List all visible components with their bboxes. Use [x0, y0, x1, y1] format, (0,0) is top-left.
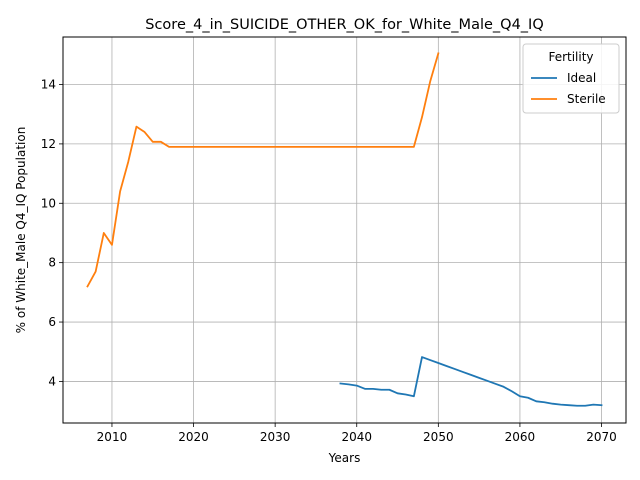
chart-title: Score_4_in_SUICIDE_OTHER_OK_for_White_Ma… [145, 17, 543, 33]
x-tick-label: 2070 [586, 430, 617, 444]
y-tick-label: 4 [48, 374, 56, 388]
x-tick-label: 2020 [178, 430, 209, 444]
legend-box [522, 43, 620, 114]
y-tick-label: 8 [48, 256, 56, 270]
legend-label-sterile: Sterile [567, 92, 606, 106]
axis-ticks: 2010 2020 2030 2040 2050 2060 2070 4 6 8 10 12 14 [41, 78, 617, 444]
x-tick-label: 2010 [97, 430, 128, 444]
y-tick-label: 10 [41, 196, 56, 210]
x-tick-label: 2040 [341, 430, 372, 444]
y-tick-label: 6 [48, 315, 56, 329]
legend-title: Fertility [548, 50, 593, 64]
y-axis-label: % of White_Male Q4_IQ Population [14, 127, 28, 334]
y-tick-label: 14 [41, 78, 56, 92]
series-line-sterile [86, 52, 440, 288]
series-lines [86, 52, 603, 407]
x-axis-label: Years [328, 451, 361, 465]
series-line-ideal [339, 356, 603, 407]
x-tick-label: 2030 [260, 430, 291, 444]
x-tick-label: 2050 [423, 430, 454, 444]
plot-frame [62, 36, 627, 424]
legend-label-ideal: Ideal [567, 71, 596, 85]
y-tick-label: 12 [41, 137, 56, 151]
legend: Fertility Ideal Sterile [522, 43, 620, 114]
grid [63, 37, 626, 423]
x-tick-label: 2060 [505, 430, 536, 444]
